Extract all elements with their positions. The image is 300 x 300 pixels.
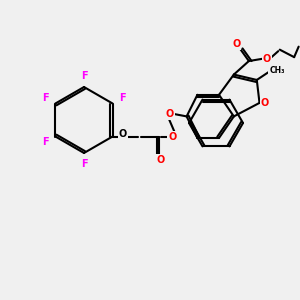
Text: O: O <box>157 154 165 165</box>
Text: F: F <box>42 137 49 147</box>
Text: O: O <box>119 129 127 139</box>
Text: F: F <box>81 70 87 81</box>
Text: O: O <box>261 98 269 108</box>
Text: O: O <box>232 39 240 49</box>
Text: CH₃: CH₃ <box>269 67 285 76</box>
Text: F: F <box>42 93 49 103</box>
Text: F: F <box>81 159 87 170</box>
Text: O: O <box>166 109 174 119</box>
Text: O: O <box>263 54 271 64</box>
Text: O: O <box>169 131 177 142</box>
Text: F: F <box>119 93 126 103</box>
